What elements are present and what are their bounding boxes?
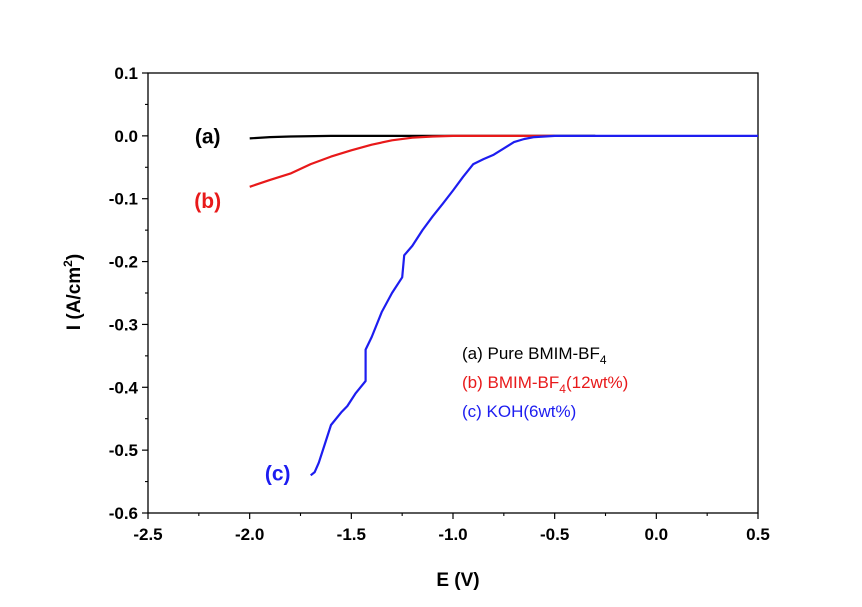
curve-tag-label: (c) [265, 462, 291, 485]
y-tick-label: -0.1 [109, 190, 138, 209]
x-tick-label: -1.0 [438, 525, 467, 544]
legend-b-label: (b) BMIM-BF [462, 373, 559, 392]
ticks-group [142, 72, 759, 519]
x-tick-label: 0.0 [645, 525, 669, 544]
legend-b-subscript: 4 [559, 382, 566, 396]
legend-a-subscript: 4 [600, 353, 607, 367]
x-tick-label: -2.0 [235, 525, 264, 544]
y-tick-label: 0.0 [114, 127, 138, 146]
y-axis-title-close: ) [64, 254, 85, 260]
curve-tag-label: (a) [195, 125, 221, 148]
curves-group [249, 134, 758, 477]
y-axis-title-superscript: 2 [61, 260, 75, 267]
y-axis-title-main: I (A/cm [64, 267, 85, 330]
x-tick-label: -1.5 [337, 525, 366, 544]
legend-b-suffix: (12wt%) [566, 373, 628, 392]
y-axis-title: I (A/cm2) [61, 254, 85, 330]
legend-entry-a: (a) Pure BMIM-BF4 [462, 344, 607, 367]
y-tick-label: -0.6 [109, 504, 138, 523]
x-axis-title: E (V) [436, 570, 479, 591]
y-tick-label: -0.5 [109, 441, 138, 460]
y-tick-label: -0.4 [109, 378, 139, 397]
series-line [310, 134, 758, 477]
x-tick-label: -2.5 [133, 525, 162, 544]
curve-tags-group: (a) (b) (c) [194, 125, 290, 485]
axes-group [147, 72, 759, 514]
tick-labels-group: -2.5 -2.0 -1.5 -1.0 -0.5 0.0 0.5 0.1 0.0 -0.1 -0.2… [109, 64, 770, 544]
legend-entry-b: (b) BMIM-BF4(12wt%) [462, 373, 628, 396]
y-tick-label: -0.2 [109, 253, 138, 272]
series-line [249, 134, 555, 188]
x-tick-label: -0.5 [540, 525, 569, 544]
legend-entry-c: (c) KOH(6wt%) [462, 402, 576, 421]
legend-a-label: (a) Pure BMIM-BF [462, 344, 600, 363]
x-tick-label: 0.5 [746, 525, 770, 544]
legend: (a) Pure BMIM-BF4 (b) BMIM-BF4(12wt%) (c… [462, 344, 628, 421]
curve-tag-label: (b) [194, 190, 221, 213]
y-tick-label: 0.1 [114, 64, 138, 83]
plot-frame [147, 72, 759, 514]
y-tick-label: -0.3 [109, 315, 138, 334]
